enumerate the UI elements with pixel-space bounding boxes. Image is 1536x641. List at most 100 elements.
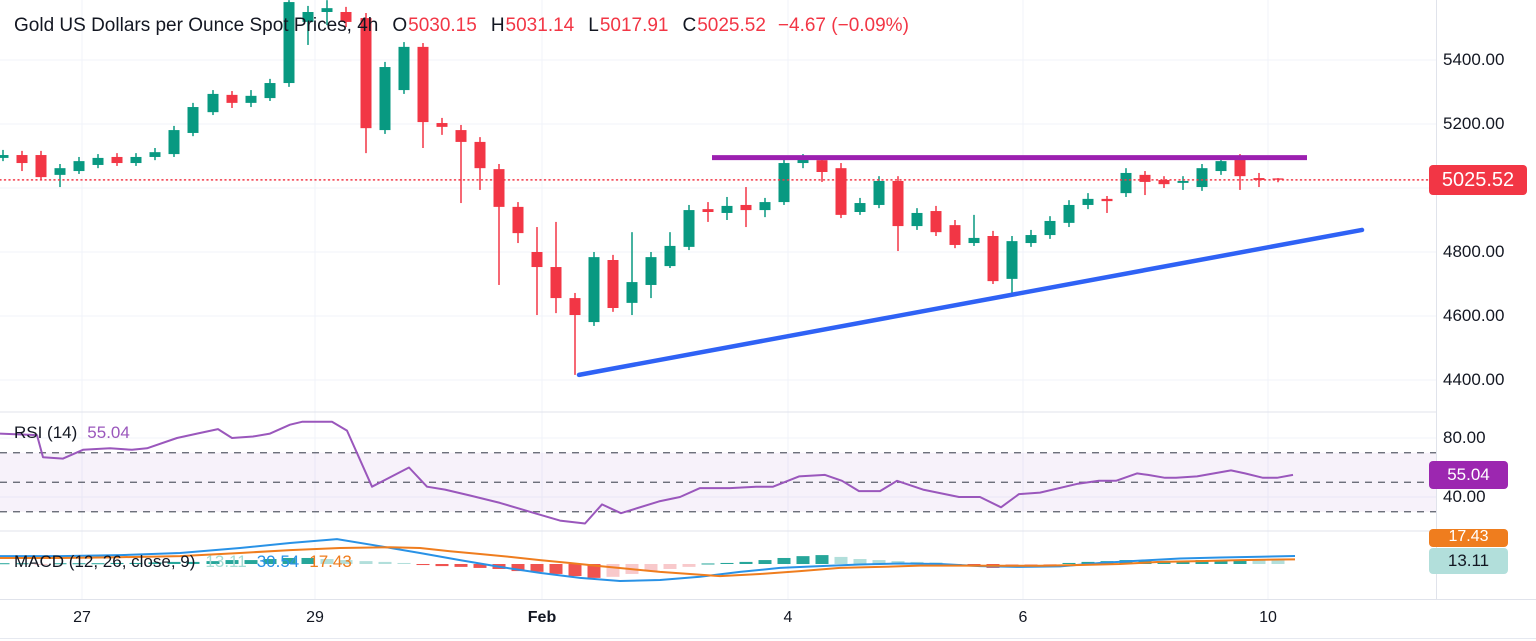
candle-body: [54, 168, 66, 175]
candle-body: [1139, 174, 1151, 182]
macd-histogram-bar: [587, 564, 601, 578]
candle-body: [321, 8, 333, 12]
candle-body: [207, 93, 219, 113]
rsi-tick-label: 40.00: [1443, 487, 1486, 506]
candle-body: [987, 236, 999, 282]
candle-body: [417, 46, 429, 123]
candle-body: [1025, 235, 1037, 244]
macd-histogram-bar: [263, 559, 277, 564]
macd-histogram-bar: [682, 564, 696, 567]
candle-body: [797, 157, 809, 164]
symbol-title[interactable]: Gold US Dollars per Ounce Spot Prices, 4…: [14, 15, 379, 36]
macd-histogram-bar: [1043, 564, 1057, 566]
open-value: 5030.15: [408, 15, 477, 36]
macd-signal-line: [0, 546, 1296, 578]
price-axis[interactable]: [1436, 0, 1536, 599]
trend-line-drawing[interactable]: [576, 227, 1365, 378]
macd-histogram-bar: [397, 562, 411, 564]
candle-body: [360, 18, 372, 129]
macd-histogram-bar: [549, 564, 563, 574]
macd-histogram-bar: [34, 564, 48, 565]
macd-pane-legend[interactable]: MACD (12, 26, close, 9) 13.11 30.54 17.43: [14, 552, 352, 572]
rsi-pane-legend[interactable]: RSI (14) 55.04: [14, 423, 130, 443]
candle-body: [168, 130, 180, 155]
candle-body: [1253, 178, 1265, 180]
macd-histogram-bar: [435, 564, 449, 567]
candle-body: [474, 141, 486, 169]
macd-histogram-bar: [1214, 560, 1228, 564]
candle-body: [340, 12, 352, 22]
candle-body: [283, 2, 295, 84]
macd-line: [0, 538, 1296, 582]
macd-histogram-bar: [186, 561, 200, 564]
macd-signal-value: 17.43: [309, 552, 352, 571]
time-tick-label: 27: [73, 609, 91, 626]
candle-body: [1234, 157, 1246, 177]
candle-body: [816, 160, 828, 172]
candle-body: [949, 225, 961, 245]
macd-histogram-bar: [1252, 560, 1266, 564]
price-tick-label: 4600.00: [1443, 306, 1505, 325]
time-tick-label: 4: [783, 609, 793, 626]
candle-body: [1215, 161, 1227, 172]
candle-body: [149, 152, 161, 157]
time-axis[interactable]: 27 29 Feb 4 6 10: [0, 599, 1536, 638]
candle-body: [892, 180, 904, 227]
candle-body: [683, 210, 695, 247]
macd-histogram-bar: [530, 564, 544, 572]
candle-body: [379, 67, 391, 131]
candle-body: [569, 298, 581, 316]
macd-histogram-bar: [872, 560, 886, 564]
candle-body: [740, 204, 752, 211]
change-value: −4.67 (−0.09%): [777, 15, 909, 36]
macd-histogram-bar: [0, 563, 10, 565]
rsi-indicator-label[interactable]: RSI (14): [14, 423, 78, 442]
candle-body: [111, 156, 123, 164]
macd-signal-badge: 17.43: [1429, 529, 1508, 547]
macd-histogram-bar: [167, 561, 181, 564]
candle-body: [92, 157, 104, 165]
candle-body: [721, 205, 733, 213]
candle-body: [245, 95, 257, 103]
macd-histogram-bar: [1176, 561, 1190, 564]
macd-histogram-bar: [663, 564, 677, 569]
macd-histogram-bar: [339, 560, 353, 564]
candle-body: [1177, 180, 1189, 183]
price-tick-label: 4400.00: [1443, 370, 1505, 389]
macd-histogram-bar: [568, 564, 582, 577]
chart-canvas[interactable]: [0, 0, 1436, 599]
open-label: O: [392, 15, 408, 36]
bottom-divider: [0, 638, 1536, 641]
candle-body: [588, 257, 600, 323]
low-value: 5017.91: [599, 15, 669, 36]
candle-body: [302, 12, 314, 22]
candle-body: [531, 252, 543, 268]
macd-histogram-bar: [148, 562, 162, 564]
high-label: H: [490, 15, 505, 36]
macd-histogram-bar: [282, 557, 296, 564]
candle-body: [1006, 241, 1018, 279]
candle-body: [930, 211, 942, 233]
macd-histogram-bar: [359, 561, 373, 564]
time-tick-label: 6: [1018, 609, 1028, 626]
candle-body: [759, 202, 771, 211]
rsi-indicator-value: 55.04: [87, 423, 130, 442]
macd-histogram-bar: [206, 561, 220, 564]
candle-body: [455, 130, 467, 142]
macd-histogram-bar: [739, 561, 753, 564]
macd-histogram-bar: [511, 564, 525, 572]
high-value: 5031.14: [505, 15, 575, 36]
macd-histogram-bar: [225, 560, 239, 564]
candle-body: [35, 155, 47, 178]
macd-histogram-bar: [644, 564, 658, 572]
candle-body: [130, 156, 142, 164]
candle-body: [1196, 168, 1208, 188]
macd-histogram-bar: [758, 560, 772, 564]
symbol-title-bar[interactable]: Gold US Dollars per Ounce Spot Prices, 4…: [14, 15, 909, 37]
price-tick-label: 5400.00: [1443, 50, 1505, 69]
macd-indicator-label[interactable]: MACD (12, 26, close, 9): [14, 552, 196, 571]
macd-histogram-bar: [815, 555, 829, 564]
rsi-value-badge: 55.04: [1429, 461, 1508, 489]
macd-histogram-bar: [777, 557, 791, 564]
